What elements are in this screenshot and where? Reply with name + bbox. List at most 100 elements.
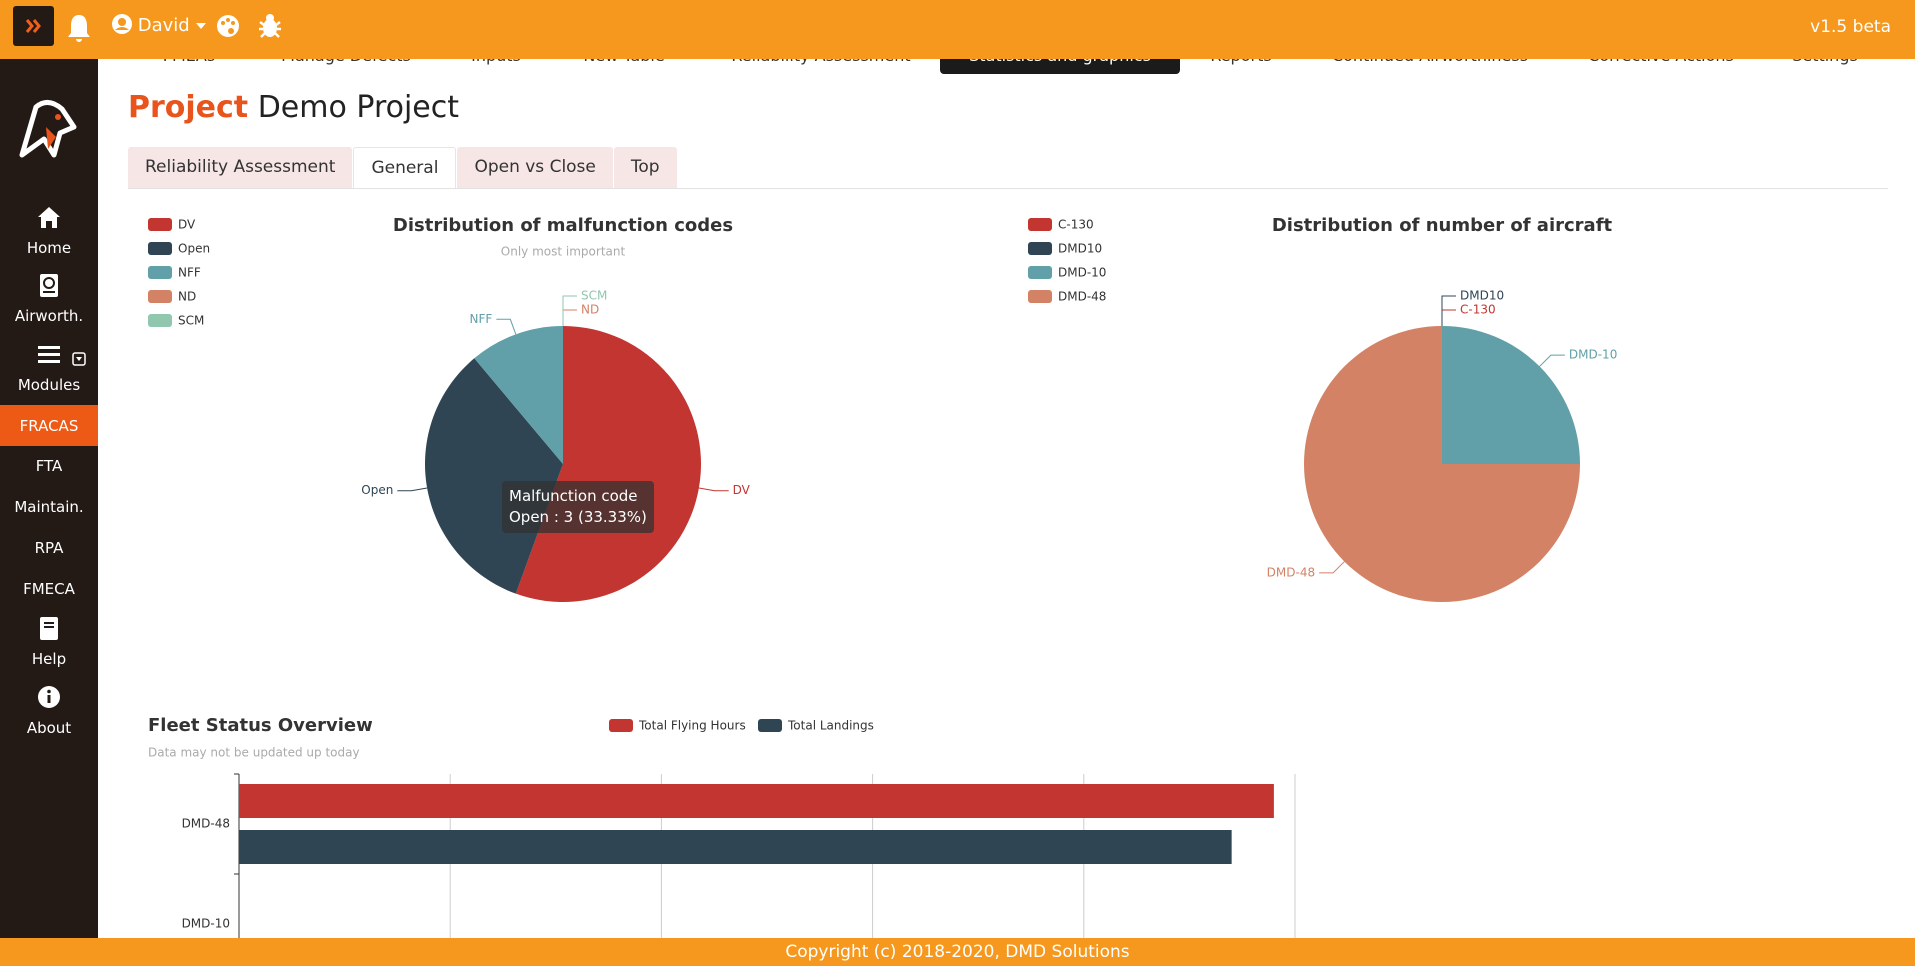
project-name: Demo Project xyxy=(257,90,460,125)
slice-label: NFF xyxy=(470,312,493,326)
tab-rule xyxy=(128,188,1888,189)
slice-label: Open xyxy=(361,483,393,497)
slice-label: DMD-48 xyxy=(1267,565,1315,579)
user-icon xyxy=(112,14,132,34)
legend-label: Total Flying Hours xyxy=(638,719,746,733)
footer: Copyright (c) 2018-2020, DMD Solutions xyxy=(0,938,1915,966)
header: David v1.5 beta xyxy=(0,0,1915,59)
caret-icon xyxy=(196,23,207,29)
bar xyxy=(239,784,1274,818)
legend-label-swatch xyxy=(1028,218,1052,231)
pie-slice xyxy=(424,358,563,594)
pie-slice xyxy=(474,326,563,464)
user-name: David xyxy=(137,15,190,36)
project-label: Project xyxy=(128,90,249,125)
legend-label: Open xyxy=(178,242,210,256)
label-line xyxy=(496,318,517,335)
legend-label: DMD-48 xyxy=(1058,290,1106,304)
sidebar-icon xyxy=(40,617,58,640)
tab[interactable]: Open vs Close xyxy=(457,147,613,188)
legend-label: SCM xyxy=(178,314,204,328)
label-line xyxy=(562,309,577,326)
chart-subtitle: Data may not be updated up today xyxy=(148,746,360,760)
slice-label: DMD10 xyxy=(1460,289,1504,303)
label-line xyxy=(1441,295,1456,326)
sidebar-item[interactable]: Maintain. xyxy=(14,498,84,516)
y-tick-label: DMD-48 xyxy=(182,817,230,831)
sidebar-icon xyxy=(40,274,58,297)
legend-label-swatch xyxy=(1028,290,1052,303)
logo[interactable] xyxy=(14,97,80,161)
legend-label: NFF xyxy=(178,266,201,280)
sidebar-item[interactable]: RPA xyxy=(34,539,64,557)
sidebar-icon xyxy=(38,686,60,708)
version: v1.5 beta xyxy=(1810,17,1891,37)
sidebar: Home Airworth. Modules FRACAS FTA Maintain. RP… xyxy=(0,59,98,938)
sidebar-item[interactable]: Help xyxy=(31,650,67,668)
sidebar-icon xyxy=(38,346,60,363)
slice-label: DV xyxy=(733,483,751,497)
tooltip-title: Malfunction code xyxy=(509,487,638,505)
slice-label: SCM xyxy=(581,289,607,303)
legend-label-swatch xyxy=(1028,242,1052,255)
sidebar-item[interactable]: Airworth. xyxy=(14,307,84,325)
chart-subtitle: Only most important xyxy=(501,245,626,259)
y-tick-label: DMD-10 xyxy=(182,917,230,931)
slice-label: ND xyxy=(581,303,599,317)
user-menu[interactable]: David xyxy=(112,14,207,36)
chart-title: Distribution of number of aircraft xyxy=(1272,215,1613,236)
sidebar-item[interactable]: Home xyxy=(26,239,72,257)
chart-title: Distribution of malfunction codes xyxy=(393,215,733,236)
sidebar-item[interactable]: About xyxy=(26,719,72,737)
project-heading: Project Demo Project xyxy=(128,90,459,125)
legend-label-swatch xyxy=(758,719,782,732)
bar xyxy=(239,830,1232,864)
sidebar-item[interactable]: FMECA xyxy=(23,580,75,598)
tab[interactable]: Top xyxy=(613,147,677,188)
tabs: Reliability Assessment General Open vs Clo… xyxy=(128,147,678,189)
legend-label-swatch xyxy=(148,218,172,231)
chart-title: Fleet Status Overview xyxy=(148,715,373,736)
slice-label: C-130 xyxy=(1460,303,1496,317)
sidebar-active-bg xyxy=(0,405,98,446)
bug-icon[interactable] xyxy=(258,13,282,39)
legend-label: DV xyxy=(178,218,196,232)
label-line xyxy=(1539,354,1565,367)
menu-button[interactable] xyxy=(13,6,54,46)
tab[interactable]: General xyxy=(353,147,457,189)
legend-label: DMD-10 xyxy=(1058,266,1106,280)
sidebar-item[interactable]: Modules xyxy=(17,376,81,394)
palette-icon[interactable] xyxy=(216,14,240,38)
tooltip-text: Open : 3 (33.33%) xyxy=(509,508,647,526)
expand-icon[interactable] xyxy=(72,352,86,366)
pie-slice xyxy=(1304,326,1580,602)
legend-label: ND xyxy=(178,290,196,304)
label-line xyxy=(1319,561,1345,574)
label-line xyxy=(562,295,577,326)
legend-label: DMD10 xyxy=(1058,242,1102,256)
legend-label-swatch xyxy=(1028,266,1052,279)
bell-icon[interactable] xyxy=(66,13,92,45)
sidebar-item[interactable]: FRACAS xyxy=(19,417,79,435)
tooltip: Malfunction code Open : 3 (33.33%) xyxy=(502,481,654,533)
legend-label-swatch xyxy=(148,314,172,327)
legend-label: Total Landings xyxy=(787,719,874,733)
legend-label-swatch xyxy=(609,719,633,732)
legend-label-swatch xyxy=(148,266,172,279)
sidebar-item[interactable]: FTA xyxy=(35,457,63,475)
legend-label-swatch xyxy=(148,290,172,303)
pie-slice xyxy=(1442,326,1580,464)
tab[interactable]: Reliability Assessment xyxy=(128,147,353,188)
slice-label: DMD-10 xyxy=(1569,348,1617,362)
label-line xyxy=(1441,309,1456,326)
sidebar-icon xyxy=(38,207,60,228)
label-line xyxy=(397,487,428,492)
label-line xyxy=(698,487,729,492)
menu-icon xyxy=(25,19,41,33)
legend-label-swatch xyxy=(148,242,172,255)
legend-label: C-130 xyxy=(1058,218,1094,232)
